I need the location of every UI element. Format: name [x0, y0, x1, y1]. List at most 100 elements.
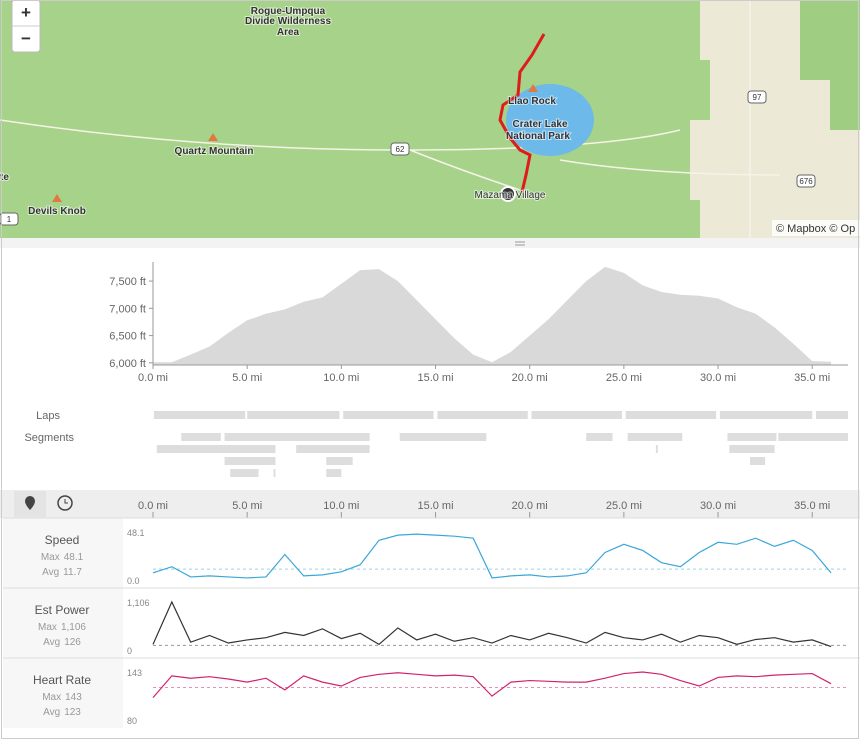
- interval-bar: [729, 445, 775, 453]
- map-label: Divide Wilderness: [245, 16, 331, 27]
- interval-bar: [815, 411, 848, 419]
- interval-bar: [437, 411, 528, 419]
- map-label: te: [0, 172, 9, 183]
- zoom-out: −: [21, 29, 31, 48]
- x-tick-label: 15.0 mi: [417, 372, 453, 384]
- x-tick-label: 10.0 mi: [323, 500, 359, 512]
- x-tick-label: 30.0 mi: [700, 500, 736, 512]
- clock-icon[interactable]: [57, 495, 73, 511]
- stream-stat: Avg 11.7: [42, 567, 82, 578]
- pin-icon[interactable]: [25, 496, 35, 510]
- interval-bar: [326, 457, 353, 465]
- y-tick-label: 1,106: [127, 598, 150, 608]
- x-tick-label: 25.0 mi: [606, 372, 642, 384]
- map-label: Devils Knob: [28, 206, 86, 217]
- route: [498, 33, 546, 193]
- crater-lake: [506, 84, 594, 156]
- interval-bar: [156, 445, 276, 453]
- road-shield-label: 676: [799, 177, 813, 186]
- map-label: Crater Lake: [512, 119, 567, 130]
- map-label: National Park: [506, 131, 570, 142]
- road-shield: [390, 142, 410, 156]
- stat-name: Max: [41, 552, 60, 563]
- interval-bar: [224, 433, 370, 441]
- tab-bar: [0, 490, 860, 518]
- laps-label: Laps: [36, 410, 60, 422]
- x-tick-label: 15.0 mi: [417, 500, 453, 512]
- interval-bar: [273, 469, 276, 477]
- map-label: Area: [277, 27, 300, 38]
- stat-name: Avg: [43, 637, 60, 648]
- road-shield: [0, 212, 19, 226]
- interval-bar: [230, 469, 259, 477]
- interval-bar: [627, 433, 683, 441]
- interval-bar: [296, 445, 370, 453]
- road-shield-label: 62: [396, 145, 405, 154]
- x-tick-label: 35.0 mi: [794, 500, 830, 512]
- stat-value: 1,106: [61, 622, 86, 633]
- stat-value: 48.1: [64, 552, 84, 563]
- resize-bar[interactable]: [0, 238, 860, 248]
- interval-bar: [655, 445, 658, 453]
- x-tick-label: 0.0 mi: [138, 500, 168, 512]
- interval-bar: [719, 411, 813, 419]
- zoom-in: +: [21, 3, 31, 22]
- x-tick-label: 30.0 mi: [700, 372, 736, 384]
- x-tick-label: 20.0 mi: [512, 500, 548, 512]
- y-tick-label: 6,500 ft: [109, 331, 146, 343]
- interval-bar: [778, 433, 848, 441]
- stat-value: 11.7: [63, 567, 82, 578]
- y-tick-label: 7,000 ft: [109, 303, 146, 315]
- interval-bar: [153, 411, 246, 419]
- map-forest: [800, 0, 860, 130]
- y-tick-label: 7,500 ft: [109, 276, 146, 288]
- x-tick-label: 10.0 mi: [323, 372, 359, 384]
- stat-name: Max: [38, 622, 57, 633]
- interval-bar: [326, 469, 342, 477]
- stream-stat: Avg 123: [43, 707, 81, 718]
- stream-stat: Max 1,106: [38, 622, 86, 633]
- stream-stat: Avg 126: [43, 637, 81, 648]
- clock-hands: [64, 499, 68, 504]
- stream-name: Est Power: [35, 603, 90, 617]
- stat-value: 123: [64, 707, 81, 718]
- interval-bar: [181, 433, 221, 441]
- y-tick-label: 0: [127, 646, 132, 656]
- elevation-area: [153, 266, 832, 365]
- interval-bar: [247, 411, 340, 419]
- stream-line: [152, 533, 832, 579]
- segments-label: Segments: [24, 432, 74, 444]
- x-tick-label: 20.0 mi: [512, 372, 548, 384]
- stat-name: Avg: [43, 707, 60, 718]
- map-label: Llao Rock: [508, 96, 556, 107]
- road-shield: [796, 174, 816, 188]
- map-label: Rogue-Umpqua: [251, 6, 326, 17]
- map-label: Mazama Village: [475, 190, 546, 201]
- y-tick-label: 6,000 ft: [109, 358, 146, 370]
- y-tick-label: 80: [127, 716, 137, 726]
- finish-flag: [500, 186, 516, 202]
- interval-bar: [625, 411, 717, 419]
- road-shield-label: 1: [7, 215, 12, 224]
- interval-bar: [224, 457, 276, 465]
- stat-value: 143: [65, 692, 82, 703]
- attribution: © Mapbox © Op: [776, 223, 855, 235]
- y-tick-label: 48.1: [127, 528, 145, 538]
- stream-label-panel: [3, 518, 123, 588]
- x-tick-label: 5.0 mi: [232, 372, 262, 384]
- stat-name: Max: [42, 692, 61, 703]
- x-tick-label: 5.0 mi: [232, 500, 262, 512]
- interval-bar: [586, 433, 613, 441]
- attribution-bg: [772, 220, 860, 236]
- x-tick-label: 35.0 mi: [794, 372, 830, 384]
- stream-name: Speed: [45, 533, 80, 547]
- y-tick-label: 0.0: [127, 576, 140, 586]
- stat-value: 126: [64, 637, 81, 648]
- stream-stat: Max 143: [42, 692, 82, 703]
- resize-handle[interactable]: [515, 241, 525, 246]
- interval-bar: [750, 457, 766, 465]
- x-tick-label: 0.0 mi: [138, 372, 168, 384]
- stream-line: [152, 671, 832, 699]
